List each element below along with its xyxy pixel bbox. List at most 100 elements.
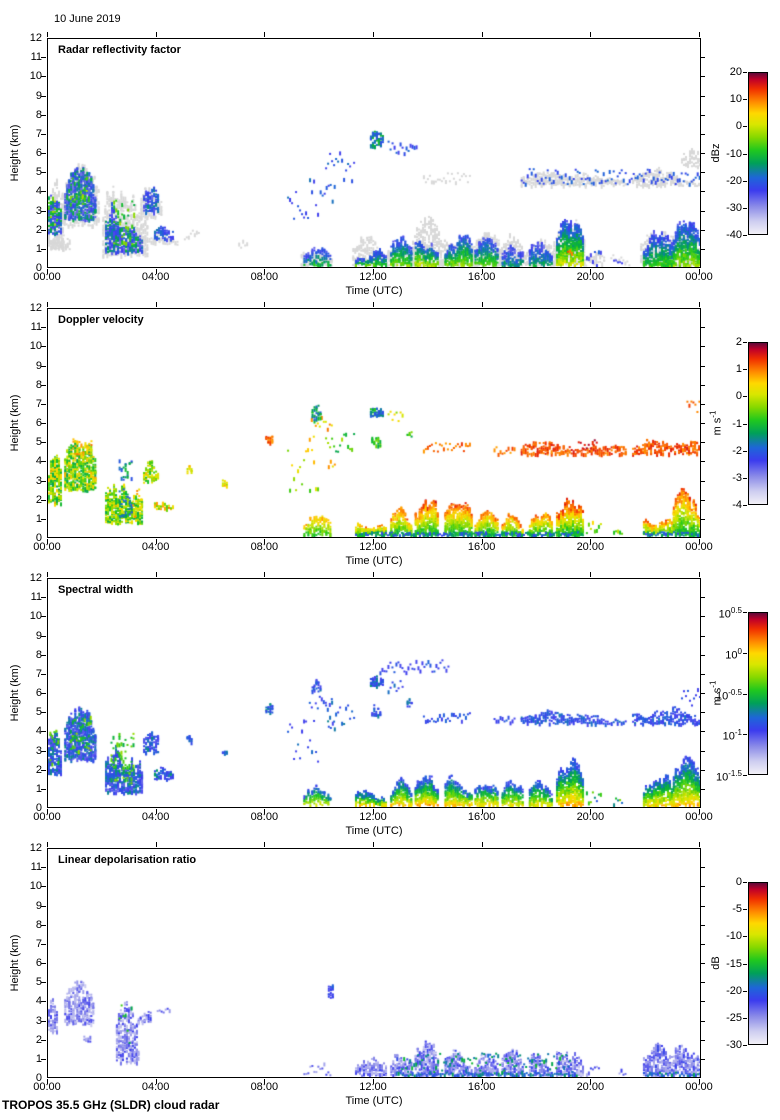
x-axis-tick	[264, 572, 266, 577]
x-tick-label: 20:00	[576, 811, 605, 823]
x-axis-tick	[373, 809, 374, 814]
x-axis-tick	[373, 572, 374, 577]
velocity-heatmap-canvas	[48, 309, 700, 537]
y-axis-tick	[41, 384, 46, 386]
colorbar-tick-label: -25	[726, 1011, 742, 1024]
y-axis-tick	[41, 248, 46, 250]
x-tick-label: 04:00	[141, 1081, 170, 1093]
y-axis-tick	[41, 1020, 46, 1022]
x-axis-label: Time (UTC)	[345, 555, 403, 567]
colorbar-tick	[743, 693, 747, 695]
y-axis-tick	[41, 518, 46, 520]
y-tick-label: 5	[35, 436, 42, 449]
y-axis-tick	[700, 423, 705, 424]
y-axis-tick	[41, 943, 46, 945]
y-axis-tick	[700, 346, 705, 348]
panel-title: Spectral width	[58, 584, 134, 596]
y-tick-label: 1	[35, 242, 42, 255]
colorbar-tick-label: -10	[726, 147, 742, 160]
x-axis-tick	[264, 1079, 266, 1084]
y-axis-tick	[700, 963, 705, 964]
y-axis-tick	[41, 1039, 46, 1041]
panel-radar-reflectivity: Radar reflectivity factor Height (km) Ti…	[0, 32, 780, 304]
colorbar-tick-label: -3	[732, 471, 742, 484]
x-axis-tick	[481, 539, 483, 544]
colorbar-tick	[743, 126, 747, 128]
colorbar-tick	[743, 342, 747, 343]
colorbar-tick-label: 0	[735, 390, 742, 403]
plot-area-ldr: Linear depolarisation ratio	[47, 848, 701, 1078]
colorbar-tick-label: 2	[735, 336, 742, 348]
x-tick-label: 08:00	[250, 541, 279, 553]
colorbar-tick	[743, 963, 747, 965]
x-tick-label: 00:00	[33, 541, 61, 553]
x-axis-tick	[699, 809, 700, 814]
x-axis-tick	[155, 302, 157, 307]
colorbar-gradient	[748, 72, 768, 235]
y-axis-tick	[41, 673, 46, 675]
y-axis-tick	[700, 95, 705, 97]
x-axis-tick	[481, 572, 483, 577]
y-tick-label: 10	[29, 880, 42, 893]
y-axis-tick	[41, 346, 46, 348]
colorbar-tick-label: 10-1	[722, 728, 742, 743]
x-axis-tick	[373, 32, 374, 37]
y-tick-label: 10	[29, 340, 42, 353]
plot-area-velocity: Doppler velocity	[47, 308, 701, 538]
instrument-footer: TROPOS 35.5 GHz (SLDR) cloud radar	[2, 1098, 220, 1112]
y-axis-tick	[41, 1001, 46, 1003]
y-axis-tick	[41, 191, 46, 193]
y-axis-tick	[41, 442, 46, 444]
x-tick-label: 04:00	[141, 271, 170, 283]
x-tick-label: 08:00	[250, 271, 279, 283]
colorbar-tick	[743, 153, 747, 155]
y-axis-tick	[41, 172, 46, 174]
y-tick-label: 8	[35, 648, 42, 661]
y-tick-label: 8	[35, 108, 42, 121]
x-tick-label: 00:00	[685, 271, 713, 283]
x-tick-label: 20:00	[576, 271, 605, 283]
x-axis-tick	[373, 539, 374, 544]
y-tick-label: 6	[35, 957, 42, 969]
x-axis-tick	[47, 302, 48, 307]
y-tick-label: 12	[29, 32, 42, 44]
x-axis-tick	[373, 269, 374, 274]
y-axis-tick	[41, 731, 46, 733]
y-axis-tick	[41, 480, 46, 482]
y-tick-label: 2	[35, 1033, 42, 1046]
y-axis-tick	[700, 210, 705, 212]
colorbar-tick	[743, 612, 747, 613]
y-axis-tick	[41, 499, 46, 501]
panel-title: Linear depolarisation ratio	[58, 854, 197, 866]
colorbar-tick-label: -1	[732, 417, 742, 430]
y-axis-tick	[700, 654, 705, 656]
y-tick-label: 9	[35, 359, 42, 372]
y-axis-tick	[41, 654, 46, 656]
y-axis-tick	[700, 384, 705, 386]
y-axis-tick	[700, 788, 705, 790]
colorbar-tick	[743, 369, 747, 371]
colorbar-tick-label: -2	[732, 444, 742, 457]
y-tick-label: 0	[35, 802, 42, 814]
y-tick-label: 9	[35, 899, 42, 912]
x-tick-label: 12:00	[359, 811, 387, 823]
y-tick-label: 1	[35, 512, 42, 525]
x-tick-label: 16:00	[467, 811, 496, 823]
x-axis-tick	[373, 842, 374, 847]
colorbar-tick-label: -10	[726, 930, 742, 943]
y-tick-label: 7	[35, 127, 42, 140]
x-axis-tick	[47, 842, 48, 847]
x-axis-tick	[481, 1079, 483, 1084]
colorbar-tick-label: -40	[726, 229, 742, 241]
x-axis-tick	[264, 32, 266, 37]
y-axis-tick	[700, 114, 705, 116]
y-axis-tick	[41, 365, 46, 367]
colorbar-tick	[743, 990, 747, 992]
x-axis-tick	[47, 572, 48, 577]
x-axis-tick	[481, 809, 483, 814]
y-axis-tick	[41, 210, 46, 212]
x-tick-label: 00:00	[685, 811, 713, 823]
x-axis-tick	[155, 1079, 157, 1084]
y-axis-tick	[700, 1039, 705, 1041]
